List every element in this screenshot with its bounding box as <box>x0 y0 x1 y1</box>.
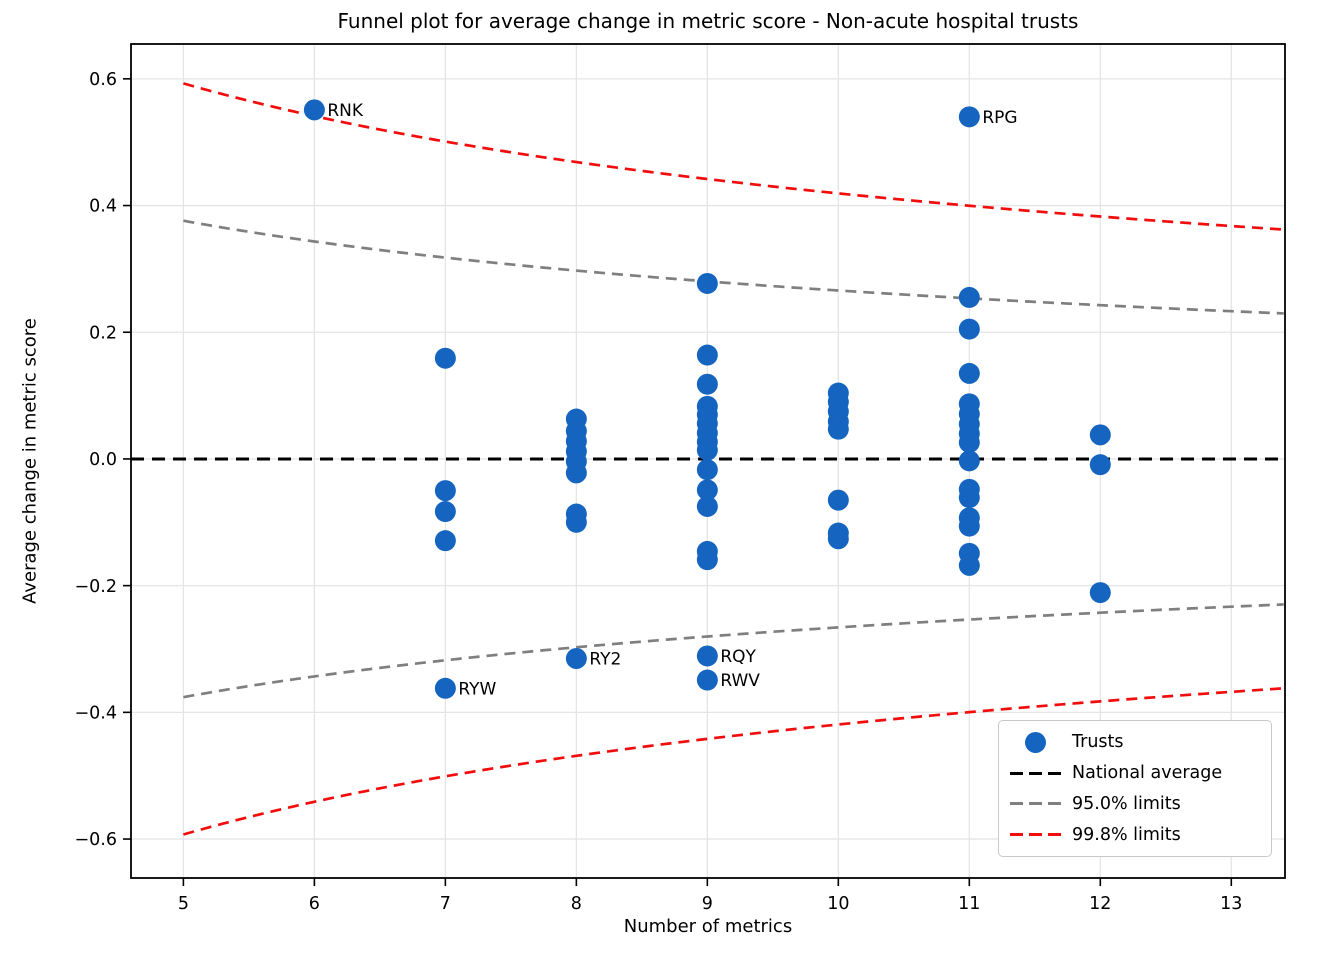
trust-point <box>696 439 718 461</box>
point-annotation: RQY <box>720 647 756 667</box>
trust-point <box>303 99 325 121</box>
trust-point <box>958 286 980 308</box>
y-axis-label: Average change in metric score <box>19 318 41 604</box>
legend-item-label: Trusts <box>1072 732 1124 753</box>
y-tick-label: −0.4 <box>75 704 118 724</box>
trust-point <box>1089 582 1111 604</box>
trust-point <box>958 554 980 576</box>
legend-dashes-marker-icon <box>1003 833 1067 837</box>
trust-point <box>565 647 587 669</box>
trust-point <box>696 549 718 571</box>
trust-point <box>696 479 718 501</box>
trust-point <box>696 373 718 395</box>
legend: Trusts National average 95.0% limits 99.8% … <box>998 720 1272 857</box>
y-tick-label: −0.6 <box>75 830 118 850</box>
y-tick-label: 0.2 <box>89 323 117 343</box>
x-tick-label: 7 <box>440 894 451 914</box>
legend-dashes-marker-icon <box>1003 771 1067 775</box>
y-tick-label: −0.2 <box>75 577 118 597</box>
trust-point <box>696 344 718 366</box>
trust-point <box>1089 454 1111 476</box>
y-tick-label: 0.4 <box>89 197 117 217</box>
trust-point <box>696 459 718 481</box>
trust-point <box>958 431 980 453</box>
chart-title: Funnel plot for average change in metric… <box>337 9 1079 33</box>
trust-point <box>434 677 456 699</box>
trust-point <box>434 347 456 369</box>
trust-point <box>696 669 718 691</box>
legend-item: 99.8% limits <box>1003 821 1267 849</box>
99-8-limits-lower-curve <box>183 687 1284 836</box>
trust-point <box>958 362 980 384</box>
point-annotation: RY2 <box>589 649 621 669</box>
x-tick-label: 5 <box>178 894 189 914</box>
legend-item: National average <box>1003 759 1267 787</box>
95-0-limits-upper-curve <box>183 219 1284 315</box>
trust-point <box>434 530 456 552</box>
point-annotation: RWV <box>720 671 760 691</box>
trust-point <box>958 106 980 128</box>
trust-point <box>696 645 718 667</box>
point-annotation: RNK <box>327 101 364 121</box>
x-tick-label: 12 <box>1089 894 1111 914</box>
legend-item-label: 95.0% limits <box>1072 793 1181 814</box>
trust-point <box>1089 424 1111 446</box>
trust-point <box>696 272 718 294</box>
trust-point <box>958 487 980 509</box>
trust-point <box>696 495 718 517</box>
y-tick-label: 0.0 <box>89 450 117 470</box>
trust-point <box>434 501 456 523</box>
x-tick-label: 10 <box>827 894 849 914</box>
legend-item: Trusts <box>1003 728 1267 756</box>
95-0-limits-lower-curve <box>183 603 1284 699</box>
trust-point <box>434 480 456 502</box>
trust-point <box>827 418 849 440</box>
trust-point <box>565 462 587 484</box>
x-tick-label: 11 <box>958 894 980 914</box>
x-tick-label: 6 <box>309 894 320 914</box>
legend-item: 95.0% limits <box>1003 790 1267 818</box>
x-tick-label: 8 <box>571 894 582 914</box>
plot-border <box>130 43 1286 879</box>
trust-point <box>827 489 849 511</box>
x-axis-label: Number of metrics <box>623 916 793 937</box>
trust-point <box>958 450 980 472</box>
x-tick-label: 9 <box>702 894 713 914</box>
point-annotation: RYW <box>458 679 496 699</box>
x-tick-label: 13 <box>1220 894 1242 914</box>
legend-item-label: 99.8% limits <box>1072 824 1181 845</box>
trust-point <box>958 515 980 537</box>
legend-dashes-marker-icon <box>1003 802 1067 806</box>
trust-point <box>958 318 980 340</box>
trust-point <box>565 511 587 533</box>
y-tick-label: 0.6 <box>89 70 117 90</box>
legend-dot-marker-icon <box>1003 731 1067 753</box>
point-annotation: RPG <box>982 108 1017 128</box>
99-8-limits-upper-curve <box>183 82 1284 231</box>
legend-item-label: National average <box>1072 763 1223 784</box>
trust-point <box>827 528 849 550</box>
